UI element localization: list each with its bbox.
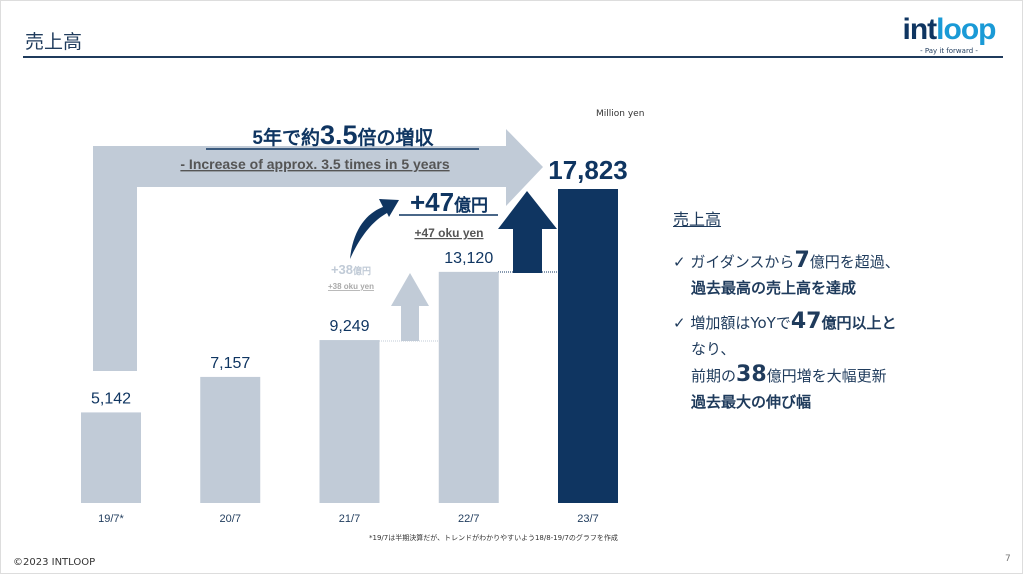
increase-38-en: +38 oku yen [328,282,374,291]
page-title: 売上高 [25,31,83,53]
x-tick-label: 19/7* [98,513,124,525]
copyright: ©2023 INTLOOP [13,557,96,568]
company-logo: intloop - Pay it forward - [894,15,1004,56]
increase-47-label: +47億円 [410,187,488,217]
gray-up-arrow [391,273,429,341]
curved-arrow [350,199,399,259]
footnote: *19/7は半期決算だが、トレンドがわかりやすいよう18/8-19/7のグラフを… [369,534,618,542]
value-label: 9,249 [329,318,369,335]
bullet-yoy: ✓ 増加額はYoYで47億円以上と なり、 前期の38億円増を大幅更新 過去最大… [673,309,897,411]
bullet-guidance: ✓ ガイダンスから7億円を超過、 過去最高の売上高を達成 [673,248,900,297]
bar-21/7 [319,340,380,503]
value-label: 7,157 [210,355,250,372]
value-label: 5,142 [91,390,131,407]
page-number: 7 [1005,554,1011,564]
x-tick-label: 21/7 [339,513,360,525]
x-tick-label: 22/7 [458,513,479,525]
title-divider [23,56,1003,58]
value-label: 17,823 [548,155,628,185]
increase-47-en: +47 oku yen [414,226,483,240]
growth-big-arrow [93,129,543,371]
headline-ja: 5年で約3.5倍の増収 [252,120,434,150]
x-tick-label: 20/7 [220,513,241,525]
increase-38-label: +38億円 [331,262,371,277]
unit-label: Million yen [596,109,645,119]
headline-en: - Increase of approx. 3.5 times in 5 yea… [180,156,449,172]
bar-22/7 [438,271,499,503]
bar-20/7 [200,376,261,503]
value-label: 13,120 [444,250,493,267]
dark-up-arrow [498,191,557,273]
summary-heading: 売上高 [673,210,722,229]
summary-panel: 売上高 ✓ ガイダンスから7億円を超過、 過去最高の売上高を達成 ✓ 増加額はY… [673,206,900,423]
x-tick-label: 23/7 [577,513,598,525]
logo-tagline: - Pay it forward - [920,47,978,55]
bar-23/7 [558,189,618,503]
bar-19/7* [81,412,141,503]
